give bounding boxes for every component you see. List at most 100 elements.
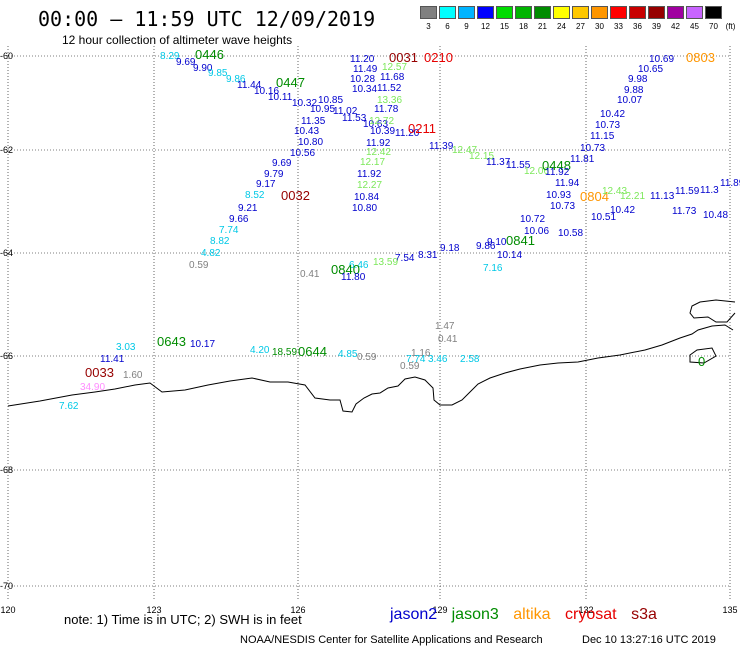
wave-height-label: 10.51 xyxy=(591,212,616,223)
wave-height-label: 10.69 xyxy=(649,54,674,65)
scale-label: 18 xyxy=(519,22,528,31)
wave-height-label: 10.65 xyxy=(638,64,663,75)
wave-height-label: 13.59 xyxy=(373,257,398,268)
scale-swatch xyxy=(534,6,551,19)
wave-height-label: 10.42 xyxy=(610,205,635,216)
wave-height-label: 11.49 xyxy=(353,64,378,75)
wave-height-label: 10.72 xyxy=(520,214,545,225)
wave-height-label: 9.90 xyxy=(193,63,213,74)
page-subtitle: 12 hour collection of altimeter wave hei… xyxy=(62,33,293,47)
wave-height-label: 11.3 xyxy=(700,185,719,196)
pass-time-label: 0644 xyxy=(298,344,327,359)
wave-height-label: 9.18 xyxy=(440,243,460,254)
scale-swatch xyxy=(686,6,703,19)
wave-height-label: 9.85 xyxy=(208,68,228,79)
pass-time-label: 0211 xyxy=(408,121,436,136)
wave-height-label: 7.74 xyxy=(219,225,239,236)
wave-height-label: 9.86 xyxy=(226,74,246,85)
wave-height-label: 11.41 xyxy=(100,354,125,365)
wave-height-label: 12.15 xyxy=(469,151,494,162)
scale-label: 39 xyxy=(652,22,661,31)
wave-height-label: 11.68 xyxy=(380,72,405,83)
pass-time-label: 0840 xyxy=(331,262,360,277)
wave-height-label: 11.44 xyxy=(237,80,262,91)
wave-height-label: 8.31 xyxy=(418,250,438,261)
pass-time-label: 0210 xyxy=(424,50,453,65)
wave-height-label: 10.73 xyxy=(580,143,605,154)
wave-height-label: 10.34 xyxy=(352,84,377,95)
wave-height-label: 11.37 xyxy=(486,157,511,168)
footer-note: note: 1) Time is in UTC; 2) SWH is in fe… xyxy=(64,612,302,627)
footer-date: Dec 10 13:27:16 UTC 2019 xyxy=(582,634,716,646)
wave-height-label: 4.82 xyxy=(201,248,221,259)
pass-time-label: 0803 xyxy=(686,50,715,65)
wave-height-label: 12.27 xyxy=(357,180,382,191)
pass-time-label: 0 xyxy=(698,354,705,369)
scale-swatch xyxy=(458,6,475,19)
wave-height-label: 9.69 xyxy=(176,57,196,68)
wave-height-label: 0.41 xyxy=(438,334,458,345)
wave-height-label: 12.42 xyxy=(366,147,391,158)
scale-swatch xyxy=(591,6,608,19)
pass-time-label: 0033 xyxy=(85,365,114,380)
footer-credit: NOAA/NESDIS Center for Satellite Applica… xyxy=(240,634,543,646)
wave-height-label: 0.59 xyxy=(357,352,377,363)
lon-label: 129 xyxy=(432,605,447,615)
altimeter-labels: 8.29 04469.699.909.859.8611.4410.16044710… xyxy=(59,47,740,412)
wave-height-label: 9.86 xyxy=(476,241,496,252)
wave-height-label: 11.92 xyxy=(366,138,391,149)
wave-height-label: 18.59 xyxy=(272,347,297,358)
wave-height-label: 11.59 xyxy=(675,186,700,197)
wave-height-label: 11.92 xyxy=(357,169,382,180)
wave-height-label: 12.21 xyxy=(620,191,645,202)
wave-height-label: 0.41 xyxy=(300,269,320,280)
pass-time-label: 0804 xyxy=(580,189,609,204)
wave-height-label: 10.43 xyxy=(294,126,319,137)
wave-height-label: 8.29 xyxy=(160,51,180,62)
wave-height-label: 13.36 xyxy=(377,95,402,106)
wave-height-label: 10.32 xyxy=(292,98,317,109)
wave-height-label: 0.59 xyxy=(189,260,209,271)
wave-height-label: 9.10 xyxy=(487,237,507,248)
lat-label: -64 xyxy=(0,248,13,258)
wave-height-label: 9.21 xyxy=(238,203,258,214)
wave-height-label: 9.66 xyxy=(229,214,249,225)
wave-height-label: 11.13 xyxy=(650,191,675,202)
scale-label: 3 xyxy=(426,22,431,31)
legend-jason3: jason3 xyxy=(451,606,499,623)
wave-height-label: 10.73 xyxy=(550,201,575,212)
scale-swatch xyxy=(705,6,722,19)
wave-height-label: 6.46 xyxy=(349,260,369,271)
wave-height-label: 1.60 xyxy=(123,370,143,381)
scale-swatch xyxy=(667,6,684,19)
coastline-inlet xyxy=(689,347,717,364)
scale-swatch xyxy=(515,6,532,19)
scale-label: 15 xyxy=(500,22,509,31)
wave-height-label: 10.80 xyxy=(298,137,323,148)
wave-height-label: 4.85 xyxy=(338,349,358,360)
pass-time-label: 0031 xyxy=(389,50,418,65)
lat-label: -66 xyxy=(0,351,13,361)
pass-time-label: 0447 xyxy=(276,75,305,90)
wave-height-label: 11.02 xyxy=(333,106,358,117)
wave-height-label: 9.69 xyxy=(272,158,292,169)
scale-label: 70 xyxy=(709,22,718,31)
pass-time-label: 0841 xyxy=(506,233,535,248)
wave-height-label: 2.58 xyxy=(460,354,480,365)
wave-height-label: 10.39 xyxy=(370,126,395,137)
wave-height-label: 3.03 xyxy=(116,342,136,353)
page-title: 00:00 – 11:59 UTC 12/09/2019 xyxy=(38,7,376,31)
wave-height-label: 1.16 xyxy=(411,348,431,359)
wave-height-label: 4.20 xyxy=(250,345,270,356)
wave-height-label: 10.84 xyxy=(354,192,379,203)
wave-height-label: 10.80 xyxy=(352,203,377,214)
scale-label: 36 xyxy=(633,22,642,31)
wave-height-label: 10.93 xyxy=(546,190,571,201)
scale-label: 33 xyxy=(614,22,623,31)
pass-time-label: 0643 xyxy=(157,334,186,349)
wave-height-label: 7.54 xyxy=(395,253,415,264)
pass-time-label: 0448 xyxy=(542,158,571,173)
scale-swatch xyxy=(420,6,437,19)
scale-label: 21 xyxy=(538,22,547,31)
